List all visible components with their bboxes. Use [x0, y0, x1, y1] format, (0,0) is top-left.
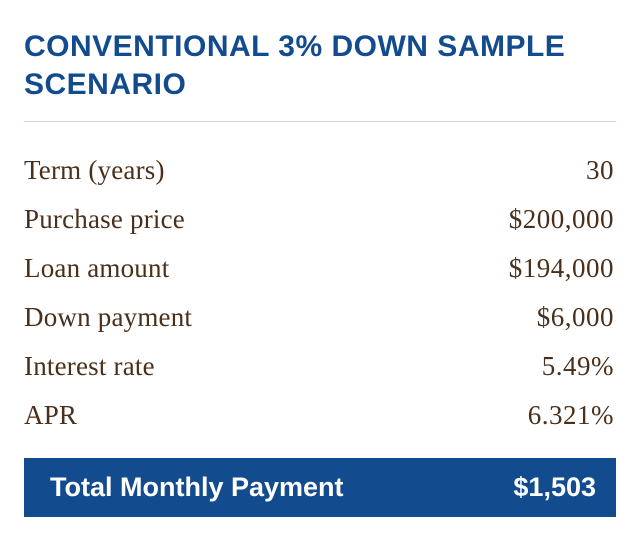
row-term: Term (years) 30: [24, 146, 616, 195]
row-value: 5.49%: [542, 351, 614, 382]
row-purchase-price: Purchase price $200,000: [24, 195, 616, 244]
row-label: Term (years): [24, 155, 165, 186]
row-value: $194,000: [509, 253, 614, 284]
row-label: Down payment: [24, 302, 192, 333]
total-monthly-payment-bar: Total Monthly Payment $1,503: [24, 458, 616, 517]
scenario-title: CONVENTIONAL 3% DOWN SAMPLE SCENARIO: [24, 28, 616, 103]
title-divider: [24, 121, 616, 122]
row-loan-amount: Loan amount $194,000: [24, 244, 616, 293]
total-label: Total Monthly Payment: [50, 472, 344, 503]
row-label: APR: [24, 400, 77, 431]
row-value: 30: [586, 155, 614, 186]
row-label: Purchase price: [24, 204, 185, 235]
row-interest-rate: Interest rate 5.49%: [24, 342, 616, 391]
row-value: $6,000: [537, 302, 614, 333]
row-apr: APR 6.321%: [24, 391, 616, 440]
row-label: Interest rate: [24, 351, 155, 382]
detail-rows: Term (years) 30 Purchase price $200,000 …: [24, 146, 616, 440]
row-value: 6.321%: [528, 400, 614, 431]
row-value: $200,000: [509, 204, 614, 235]
row-label: Loan amount: [24, 253, 169, 284]
total-value: $1,503: [513, 472, 596, 503]
row-down-payment: Down payment $6,000: [24, 293, 616, 342]
